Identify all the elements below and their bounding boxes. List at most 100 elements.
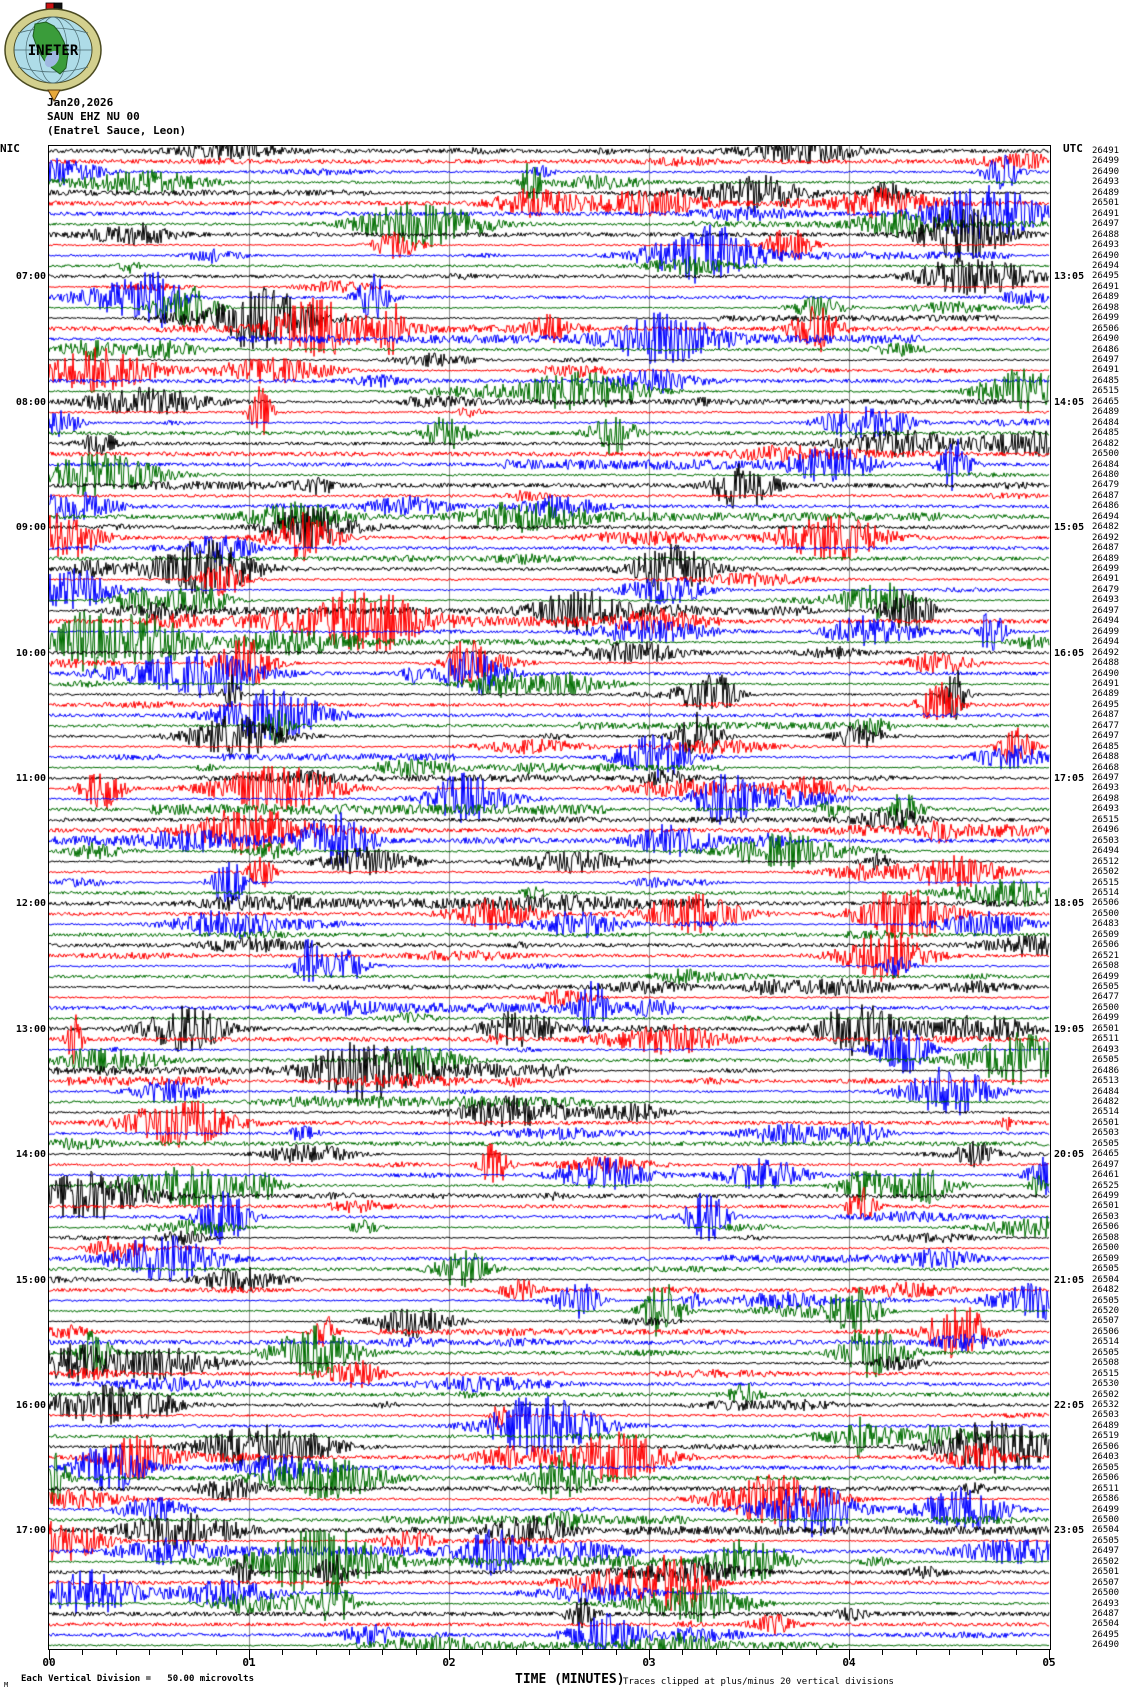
row-count: 26493 (1092, 595, 1120, 606)
row-count: 26503 (1092, 835, 1120, 846)
row-count: 26519 (1092, 1431, 1120, 1442)
row-count: 26497 (1092, 773, 1120, 783)
logo-pointer-icon (47, 89, 61, 102)
x-axis-major-tick (649, 1650, 650, 1660)
x-axis-title: TIME (MINUTES) (515, 1672, 625, 1687)
row-count: 26488 (1092, 229, 1120, 240)
row-count: 26482 (1092, 1285, 1120, 1296)
x-axis-minor-tick (149, 1650, 150, 1655)
right-hour-label: 13:05 (1054, 271, 1085, 283)
row-count: 26506 (1092, 1441, 1120, 1452)
row-count: 26489 (1092, 407, 1120, 418)
row-count: 26465 (1092, 396, 1120, 407)
row-count: 26506 (1092, 323, 1120, 334)
x-axis-minor-tick (815, 1650, 817, 1655)
right-hour-label: 20:05 (1054, 1149, 1085, 1161)
row-count: 26514 (1092, 887, 1120, 898)
row-count: 26509 (1092, 929, 1120, 940)
logo-text: INETER (28, 43, 79, 59)
row-count: 26479 (1092, 584, 1120, 595)
x-axis-minor-tick (482, 1650, 484, 1655)
row-count: 26505 (1092, 1462, 1120, 1473)
row-count: 26503 (1092, 1410, 1120, 1421)
row-count: 26500 (1092, 449, 1120, 460)
left-hour-label: 08:00 (15, 396, 46, 408)
x-axis-minor-tick (982, 1650, 984, 1655)
row-count: 26515 (1092, 386, 1120, 397)
row-count: 26465 (1092, 1149, 1120, 1160)
row-count: 26511 (1092, 1483, 1120, 1494)
right-hour-label: 17:05 (1054, 773, 1085, 784)
logo-lake (44, 50, 60, 68)
x-axis-minor-tick (715, 1650, 717, 1655)
left-hour-label: 17:00 (15, 1525, 46, 1537)
x-axis-minor-tick (682, 1650, 684, 1655)
row-count: 26501 (1092, 1117, 1120, 1128)
left-hour-label: 14:00 (15, 1149, 46, 1161)
ineter-logo: INETER (4, 2, 102, 102)
row-count: 26499 (1092, 313, 1120, 324)
x-axis-minor-tick (1015, 1650, 1017, 1655)
row-count: 26490 (1092, 668, 1120, 679)
row-count: 26514 (1092, 1337, 1120, 1348)
row-count: 26499 (1092, 626, 1120, 637)
x-axis-minor-tick (882, 1650, 884, 1655)
right-hour-label: 19:05 (1054, 1023, 1085, 1035)
row-count: 26515 (1092, 877, 1120, 888)
row-count: 26520 (1092, 1305, 1120, 1316)
row-count: 26489 (1092, 689, 1120, 700)
row-count: 26508 (1092, 1358, 1120, 1369)
row-count: 26499 (1092, 1504, 1120, 1515)
row-count: 26506 (1092, 940, 1120, 951)
row-count: 26486 (1092, 344, 1120, 355)
x-axis-minor-tick (915, 1650, 917, 1655)
row-count: 26480 (1092, 469, 1120, 480)
clip-note: Traces clipped at plus/minus 20 vertical… (623, 1677, 894, 1687)
row-count: 26484 (1092, 1086, 1120, 1097)
row-count: 26497 (1092, 1546, 1120, 1557)
row-count: 26493 (1092, 1044, 1120, 1055)
row-count: 26485 (1092, 741, 1120, 752)
row-count: 26477 (1092, 720, 1120, 731)
row-count: 26491 (1092, 574, 1120, 585)
x-axis-major-tick (449, 1650, 450, 1660)
row-count: 26491 (1092, 365, 1120, 376)
row-count: 26505 (1092, 1295, 1120, 1306)
right-hour-label: 18:05 (1054, 898, 1085, 910)
scale-note: Each Vertical Division = 50.00 microvolt… (21, 1674, 254, 1684)
row-count: 26491 (1092, 208, 1120, 219)
left-hour-label: 16:00 (15, 1400, 46, 1411)
x-axis-minor-tick (349, 1650, 350, 1655)
row-count: 26497 (1092, 219, 1120, 230)
row-count: 26487 (1092, 1609, 1120, 1619)
x-axis-minor-tick (582, 1650, 584, 1655)
row-count: 26487 (1092, 710, 1120, 721)
row-count: 26484 (1092, 459, 1120, 470)
row-count: 26494 (1092, 260, 1120, 271)
row-count: 26505 (1092, 1138, 1120, 1149)
row-count: 26586 (1092, 1494, 1120, 1505)
row-count: 26506 (1092, 1473, 1120, 1484)
row-count: 26501 (1092, 1567, 1120, 1578)
row-count: 26489 (1092, 1420, 1120, 1431)
x-axis-major-tick (49, 1650, 50, 1660)
logo-nicaragua-map (32, 21, 69, 75)
row-count: 26499 (1092, 971, 1120, 982)
x-axis-minor-tick (415, 1650, 417, 1655)
row-count: 26511 (1092, 1034, 1120, 1045)
row-count: 26498 (1092, 302, 1120, 313)
row-count: 26502 (1092, 1556, 1120, 1567)
header-date: Jan20,2026 (47, 96, 114, 109)
row-count: 26499 (1092, 564, 1120, 574)
row-count: 26499 (1092, 156, 1120, 167)
row-count: 26482 (1092, 522, 1120, 533)
x-axis-tick-label: 00 (42, 1656, 56, 1669)
row-count: 26483 (1092, 919, 1120, 930)
row-count: 26501 (1092, 1023, 1120, 1034)
left-hour-label: 13:00 (15, 1023, 46, 1035)
row-count: 26501 (1092, 1201, 1120, 1212)
x-axis-major-tick (249, 1650, 250, 1660)
x-axis-tick-label: 04 (842, 1656, 856, 1669)
row-count: 26490 (1092, 166, 1120, 177)
